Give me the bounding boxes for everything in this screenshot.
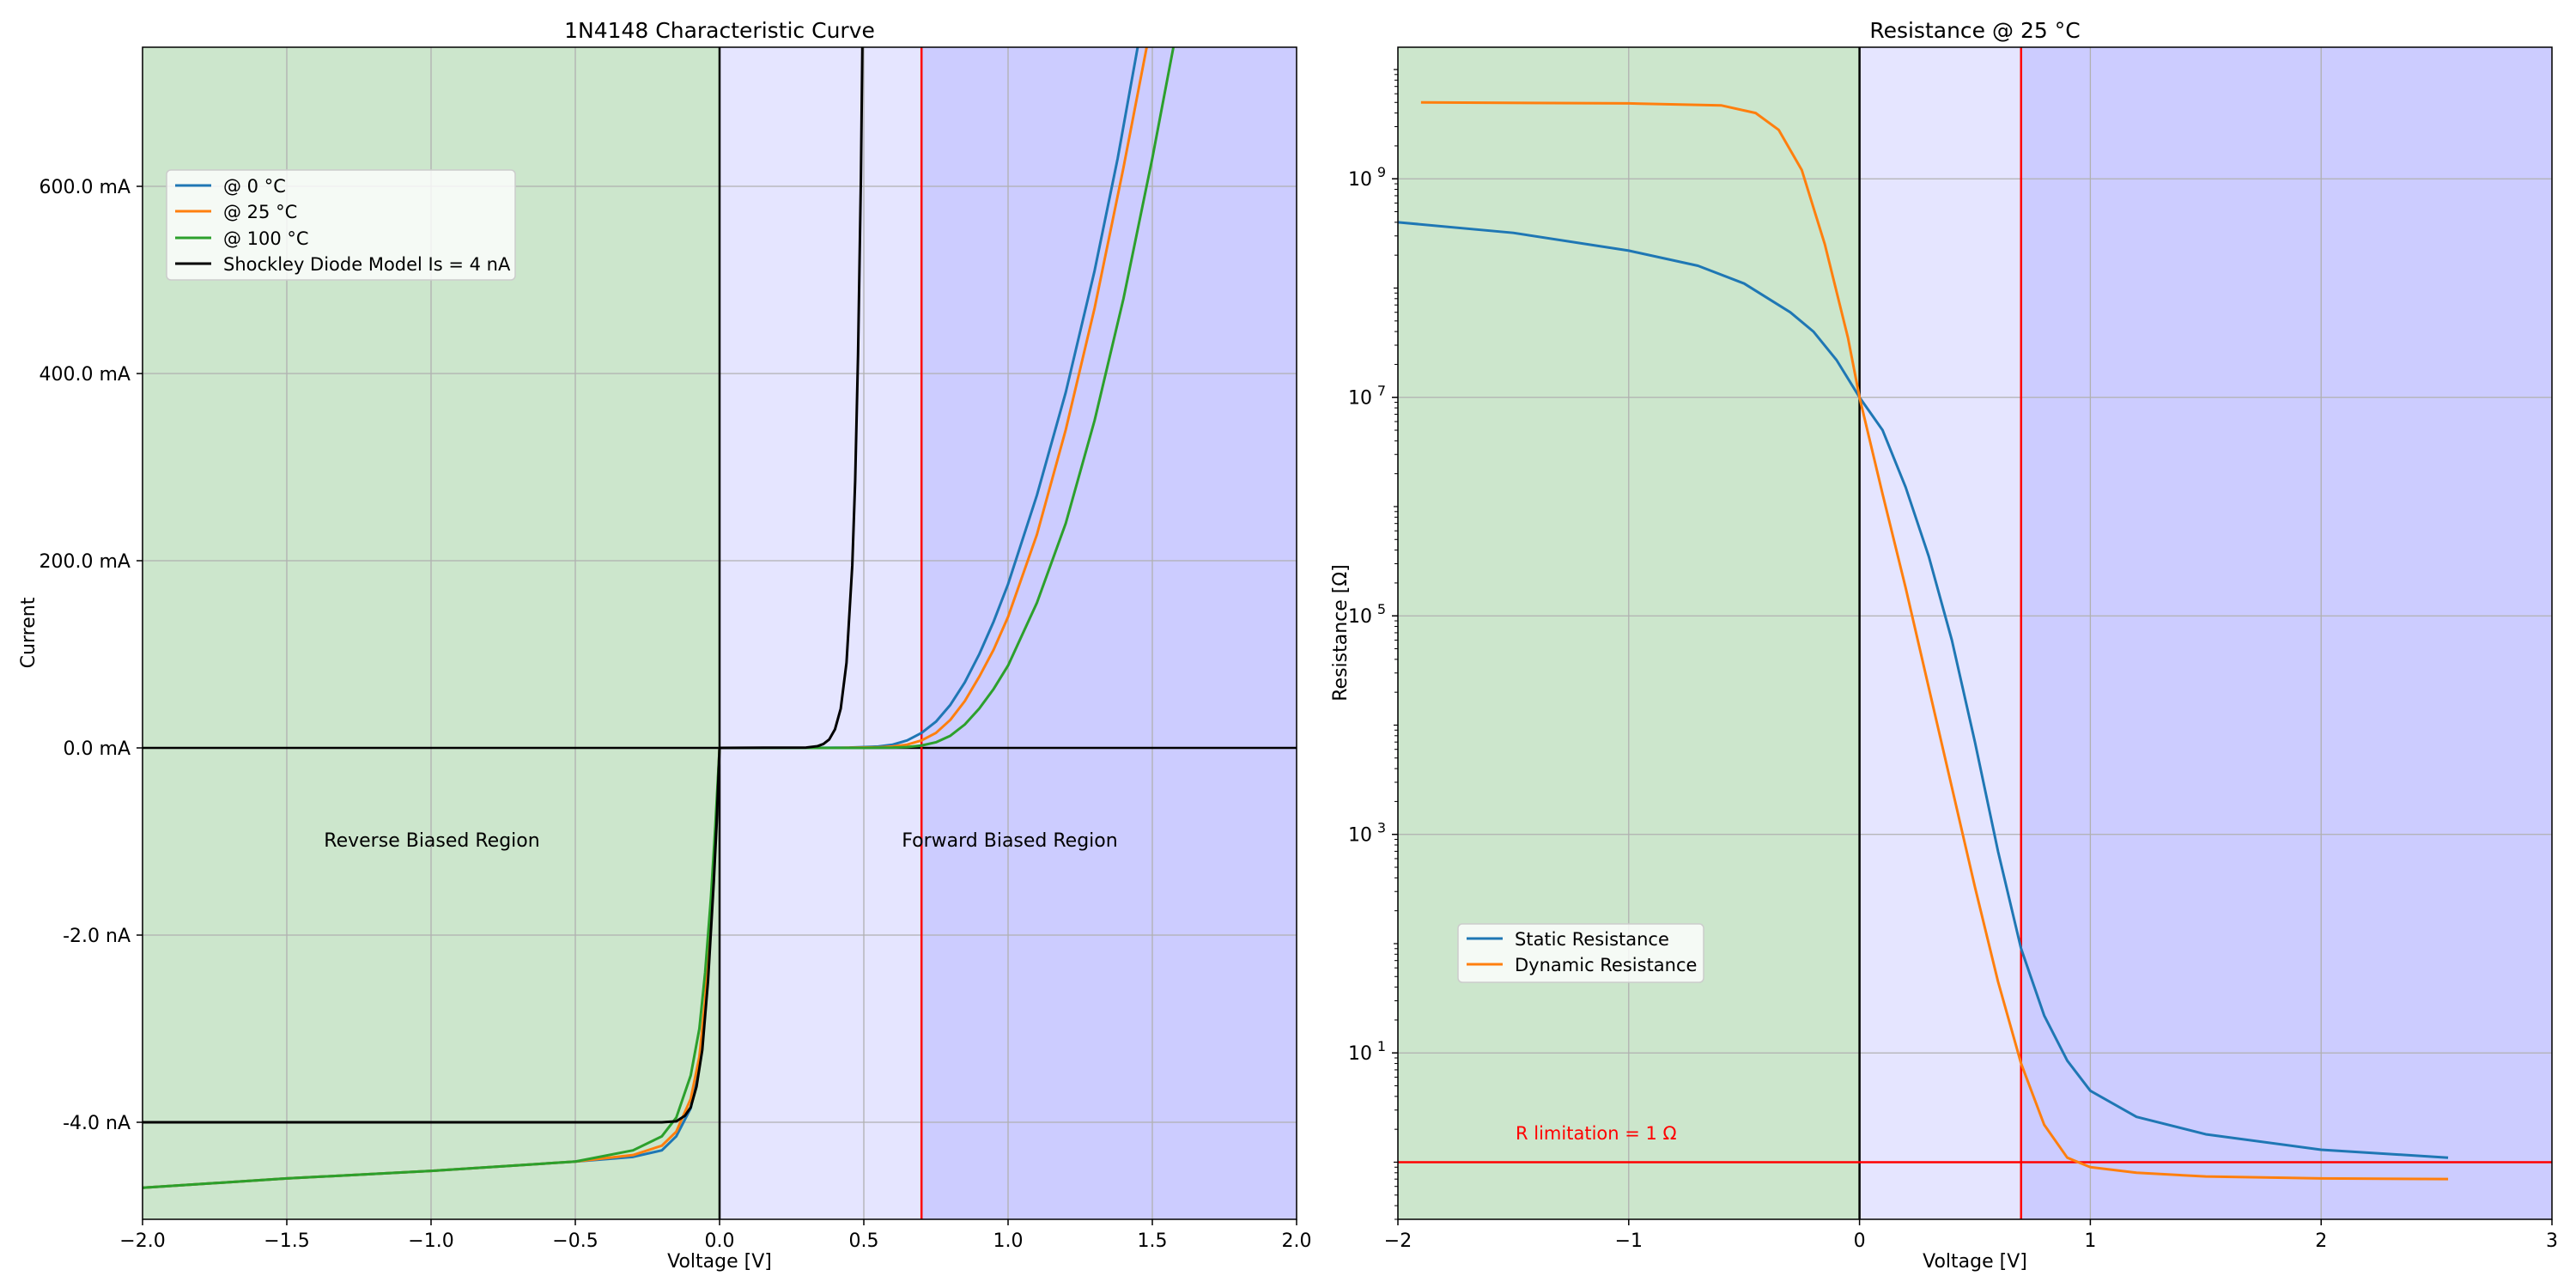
forward-conduction-shade — [921, 47, 1297, 1219]
resistance-chart: −2 −1 0 1 2 3 10 1 10 3 10 5 10 7 10 9 Resistance @ 25… — [1330, 18, 2558, 1273]
forward-subthreshold-shade — [720, 47, 921, 1219]
y-tick-label: 0.0 mA — [64, 738, 131, 760]
chart-title: Resistance @ 25 °C — [1869, 18, 2080, 43]
legend: @ 0 °C @ 25 °C @ 100 °C Shockley Diode M… — [167, 170, 515, 280]
x-tick-label: 0.0 — [705, 1230, 735, 1252]
y-tick-label: 10 — [1348, 606, 1372, 628]
x-tick-label: 2.0 — [1282, 1230, 1312, 1252]
x-tick-label: −0.5 — [552, 1230, 598, 1252]
region-backgrounds — [1398, 47, 2552, 1219]
y-tick-exponent: 5 — [1377, 601, 1386, 617]
y-tick-exponent: 9 — [1377, 164, 1386, 180]
x-tick-label: 1.0 — [993, 1230, 1024, 1252]
x-tick-label: 0.5 — [849, 1230, 879, 1252]
x-tick-label: −1 — [1615, 1230, 1643, 1252]
legend-label-dynamic: Dynamic Resistance — [1515, 955, 1697, 975]
iv-characteristic-chart: −2.0 −1.5 −1.0 −0.5 0.0 0.5 1.0 1.5 2.0 600.0 mA… — [18, 18, 1312, 1273]
chart-title: 1N4148 Characteristic Curve — [564, 18, 875, 43]
y-axis-label: Current — [18, 597, 39, 668]
x-tick-label: −2 — [1384, 1230, 1412, 1252]
y-tick-label: 10 — [1348, 169, 1372, 191]
x-tick-label: −1.5 — [264, 1230, 309, 1252]
y-tick-label: 200.0 mA — [39, 551, 131, 573]
legend-label-100c: @ 100 °C — [223, 228, 309, 249]
legend-label-shockley: Shockley Diode Model Is = 4 nA — [223, 254, 511, 275]
reverse-region-label: Reverse Biased Region — [324, 830, 539, 852]
forward-region-label: Forward Biased Region — [902, 830, 1117, 852]
x-tick-label: −2.0 — [119, 1230, 165, 1252]
y-tick-exponent: 3 — [1377, 820, 1386, 836]
y-tick-label: 400.0 mA — [39, 364, 131, 386]
legend-label-25c: @ 25 °C — [223, 202, 297, 222]
x-tick-label: 0 — [1854, 1230, 1866, 1252]
y-tick-label: -2.0 nA — [63, 926, 131, 947]
forward-subthreshold-shade — [1860, 47, 2021, 1219]
x-axis-label: Voltage [V] — [667, 1251, 772, 1273]
y-tick-label: 600.0 mA — [39, 177, 131, 198]
forward-conduction-shade — [2021, 47, 2552, 1219]
limit-line-label: R limitation = 1 Ω — [1516, 1123, 1677, 1144]
x-tick-label: −1.0 — [408, 1230, 453, 1252]
y-tick-label: 10 — [1348, 388, 1372, 410]
legend-label-0c: @ 0 °C — [223, 176, 286, 197]
y-tick-label: -4.0 nA — [63, 1113, 131, 1134]
x-tick-label: 3 — [2546, 1230, 2558, 1252]
x-axis-label: Voltage [V] — [1923, 1251, 2027, 1273]
y-tick-label: 10 — [1348, 825, 1372, 847]
legend-label-static: Static Resistance — [1515, 929, 1669, 950]
x-tick-label: 1 — [2084, 1230, 2096, 1252]
x-tick-label: 2 — [2315, 1230, 2327, 1252]
y-tick-label: 10 — [1348, 1043, 1372, 1065]
y-tick-exponent: 7 — [1377, 383, 1386, 399]
y-tick-exponent: 1 — [1377, 1038, 1386, 1054]
x-tick-label: 1.5 — [1138, 1230, 1168, 1252]
y-axis-label: Resistance [Ω] — [1330, 564, 1352, 702]
legend: Static Resistance Dynamic Resistance — [1458, 924, 1704, 982]
